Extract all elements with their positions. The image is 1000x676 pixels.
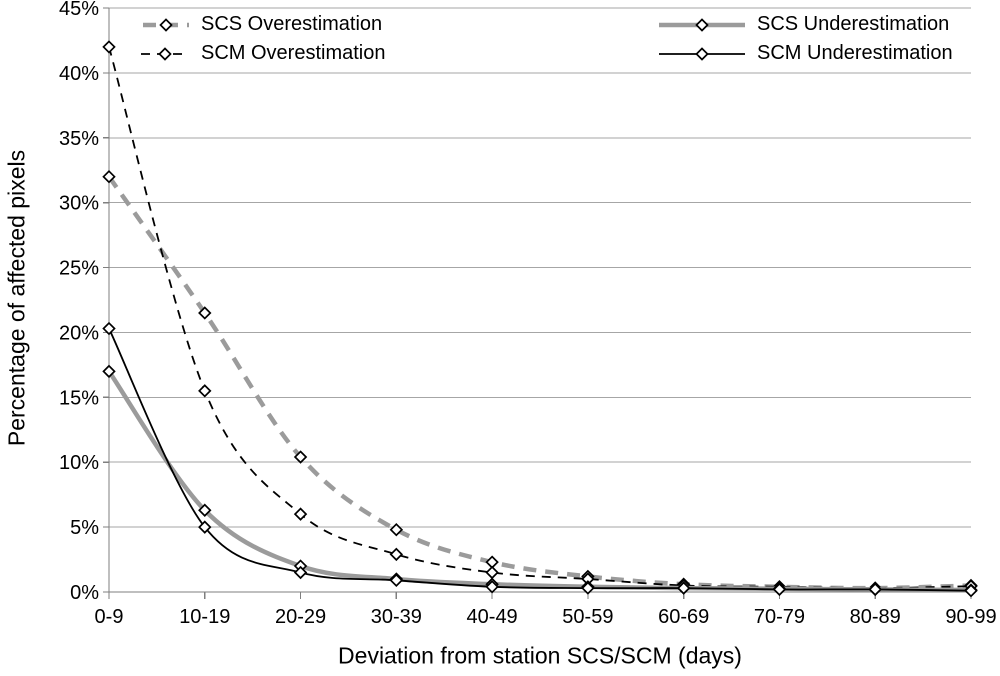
legend-line-sample-scm-underestimation [659, 46, 745, 61]
legend-line-sample-scs-overestimation [143, 17, 189, 32]
legend-item-scm-overestimation: SCM Overestimation [140, 42, 386, 65]
legend-label: SCM Underestimation [757, 42, 953, 64]
data-point-marker [198, 306, 212, 320]
y-tick-label: 0% [70, 582, 99, 604]
series-line-scm-underestimation [108, 328, 972, 592]
y-tick-label: 45% [59, 0, 99, 20]
legend-label: SCS Overestimation [201, 13, 383, 35]
x-tick-label: 20-29 [275, 606, 326, 628]
data-point-marker [293, 450, 308, 464]
y-tick-label: 30% [59, 193, 99, 215]
legend-line-sample-scm-overestimation [141, 46, 189, 61]
x-tick-label: 0-9 [95, 606, 124, 628]
series-markers-scs-overestimation [102, 170, 978, 595]
data-point-marker [389, 573, 404, 588]
y-tick-label: 5% [70, 517, 99, 539]
x-tick-label: 90-99 [945, 606, 996, 628]
legend-item-scs-underestimation: SCS Underestimation [658, 13, 949, 36]
legend-item-scs-overestimation: SCS Overestimation [142, 13, 382, 36]
data-point-marker [293, 565, 308, 580]
legend-label: SCM Overestimation [201, 42, 386, 64]
data-point-marker [198, 520, 212, 534]
chart-legend: SCS Overestimation SCM Overestimation SC… [0, 0, 1000, 80]
y-tick-label: 40% [59, 63, 99, 85]
y-tick-label: 20% [59, 322, 99, 344]
data-point-marker [868, 582, 882, 597]
data-point-marker [198, 384, 212, 398]
series-line-scs-overestimation [107, 175, 972, 591]
x-tick-label: 10-19 [179, 606, 230, 628]
legend-line-sample-scs-underestimation [659, 17, 745, 32]
data-point-marker [676, 581, 691, 595]
data-point-marker [772, 582, 787, 597]
y-tick-label: 25% [59, 258, 99, 280]
data-point-marker [485, 565, 499, 580]
data-point-marker [581, 581, 595, 595]
series-markers-scm-overestimation [102, 40, 978, 595]
legend-item-scm-underestimation: SCM Underestimation [658, 42, 953, 65]
data-point-marker [293, 507, 308, 521]
y-tick-label: 10% [59, 452, 99, 474]
data-point-marker [102, 364, 116, 379]
data-point-marker [159, 17, 173, 32]
y-axis-title: Percentage of affected pixels [3, 149, 30, 447]
data-point-marker [102, 170, 116, 184]
data-point-marker [485, 580, 499, 594]
x-tick-label: 60-69 [658, 606, 709, 628]
data-point-marker [389, 523, 404, 537]
series-markers-scs-underestimation [102, 364, 978, 597]
data-point-marker [102, 40, 116, 54]
data-point-marker [102, 321, 116, 336]
x-tick-label: 40-49 [467, 606, 518, 628]
data-point-marker [695, 17, 709, 32]
x-tick-label: 80-89 [850, 606, 901, 628]
x-tick-label: 50-59 [562, 606, 613, 628]
x-tick-label: 30-39 [371, 606, 422, 628]
data-point-marker [964, 583, 978, 598]
y-tick-label: 35% [59, 128, 99, 150]
series-line-scs-underestimation [107, 370, 972, 593]
data-point-marker [198, 503, 212, 517]
x-tick-label: 70-79 [754, 606, 805, 628]
legend-label: SCS Underestimation [757, 13, 950, 35]
series-markers-scm-underestimation [102, 321, 978, 598]
data-point-marker [158, 46, 172, 61]
y-tick-label: 15% [59, 387, 99, 409]
data-point-marker [389, 547, 404, 562]
data-point-marker [695, 46, 709, 61]
x-axis-title: Deviation from station SCS/SCM (days) [338, 642, 742, 669]
series-line-scm-overestimation [108, 46, 972, 590]
